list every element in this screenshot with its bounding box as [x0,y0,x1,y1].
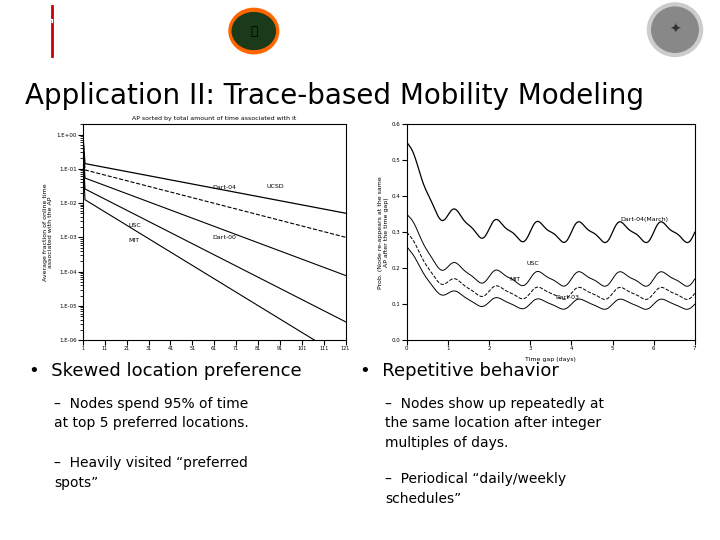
Y-axis label: Average fraction of online time
associated with the AP: Average fraction of online time associat… [42,184,53,281]
Text: –  Nodes show up repeatedly at
the same location after integer
multiples of days: – Nodes show up repeatedly at the same l… [385,397,604,450]
Text: MIT: MIT [129,238,140,243]
Circle shape [647,3,703,56]
Text: FLORIDA: FLORIDA [58,33,125,48]
Text: Dart-04(March): Dart-04(March) [621,218,669,222]
Circle shape [652,7,698,52]
Text: USC: USC [129,223,142,228]
Text: –  Heavily visited “preferred
spots”: – Heavily visited “preferred spots” [54,456,248,490]
Text: Application II: Trace-based Mobility Modeling: Application II: Trace-based Mobility Mod… [25,82,644,110]
Y-axis label: Prob. (Node re-appears at the same
AP after the time gap): Prob. (Node re-appears at the same AP af… [378,176,389,288]
Text: Dart-00: Dart-00 [212,235,236,240]
Text: –  Periodical “daily/weekly
schedules”: – Periodical “daily/weekly schedules” [385,472,567,506]
Ellipse shape [232,12,276,50]
Text: MIT: MIT [510,277,521,282]
Text: USC: USC [526,261,539,266]
Text: Dart-04: Dart-04 [212,185,236,190]
Title: AP sorted by total amount of time associated with it: AP sorted by total amount of time associ… [132,116,297,121]
Text: UCSD: UCSD [266,184,284,189]
X-axis label: Time gap (days): Time gap (days) [526,357,576,362]
Text: ✦: ✦ [669,23,681,37]
Text: Dart-03: Dart-03 [555,295,579,300]
Text: 🐊: 🐊 [250,24,258,38]
Text: –  Nodes spend 95% of time
at top 5 preferred locations.: – Nodes spend 95% of time at top 5 prefe… [54,397,248,430]
Text: UF: UF [14,18,54,42]
Ellipse shape [229,8,279,54]
Text: •  Repetitive behavior: • Repetitive behavior [360,362,559,380]
Text: •  Skewed location preference: • Skewed location preference [29,362,302,380]
Text: UNIVERSITY of: UNIVERSITY of [58,15,112,24]
